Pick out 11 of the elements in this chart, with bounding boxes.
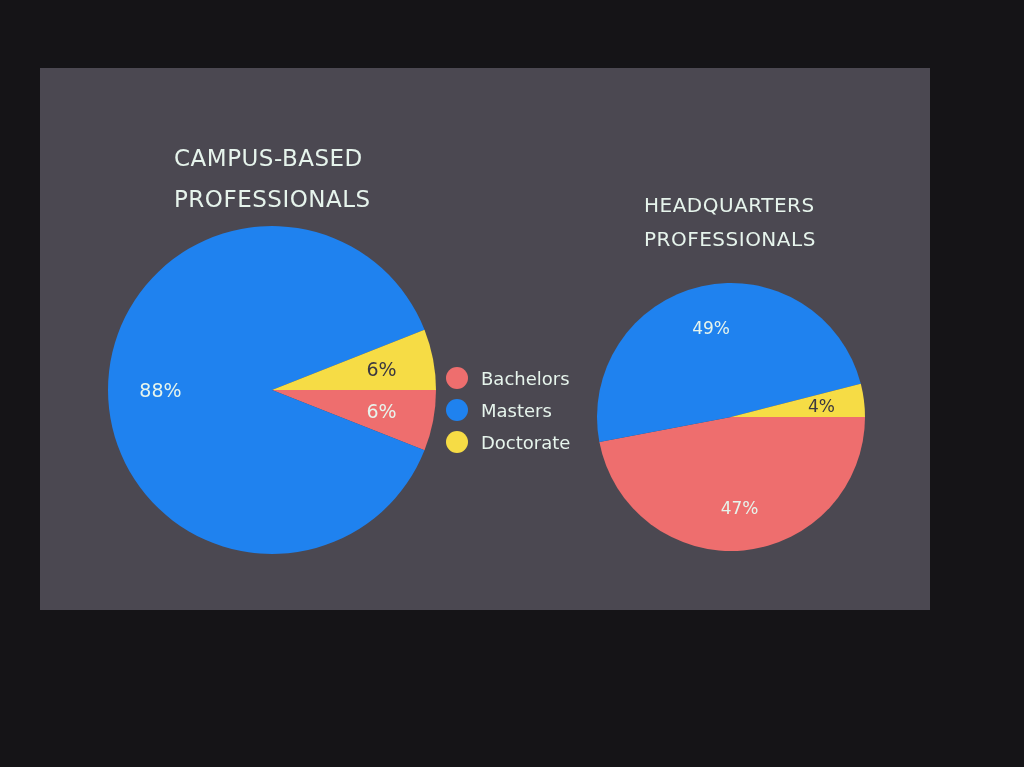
slice-label: HEADQUARTERS PROFESSIONALS bbox=[644, 192, 817, 253]
legend-label: Doctorate bbox=[481, 431, 571, 453]
data-label: 88% bbox=[139, 379, 182, 401]
legend-label: Masters bbox=[481, 399, 552, 421]
data-label: 49% bbox=[692, 318, 731, 339]
data-label: 47% bbox=[720, 497, 759, 518]
slice-label: CAMPUS-BASED PROFESSIONALS bbox=[174, 144, 372, 214]
data-label: 6% bbox=[366, 358, 397, 381]
legend-label: Bachelors bbox=[481, 367, 570, 389]
data-label: 6% bbox=[366, 399, 397, 422]
data-label: 4% bbox=[807, 395, 835, 416]
